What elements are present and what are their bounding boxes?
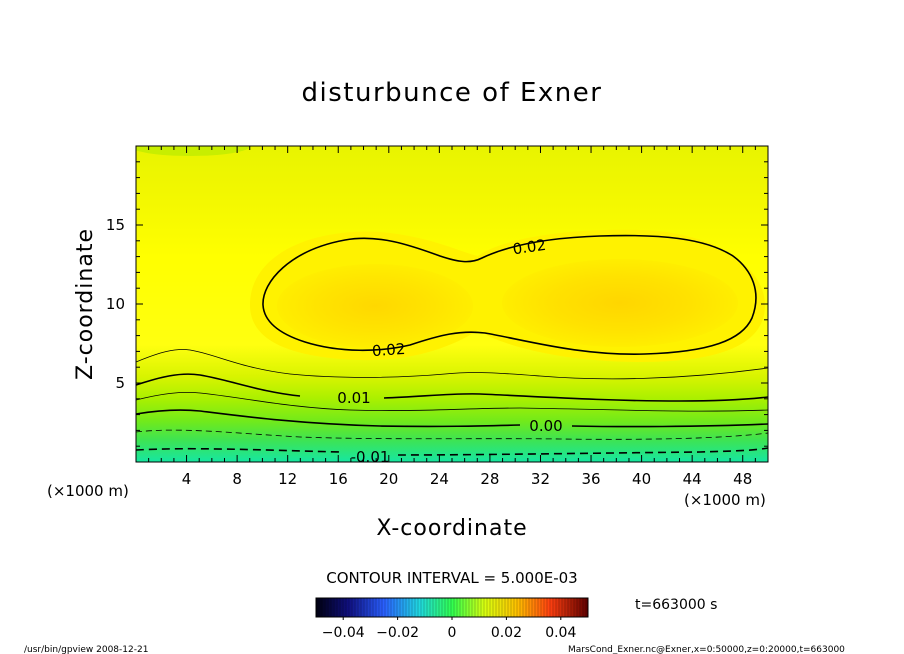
- x-axis-title: X-coordinate: [376, 516, 527, 541]
- x-tick-label: 8: [232, 470, 242, 488]
- y-axis-title: Z-coordinate: [73, 228, 98, 380]
- colorbar-tick-label: −0.02: [376, 625, 419, 641]
- contour-label-5: -0.01: [351, 448, 390, 466]
- colorbar-tick-label: 0.02: [491, 625, 522, 641]
- contour-line-minus-0.01: [136, 447, 768, 456]
- x-tick-label: 4: [182, 470, 192, 488]
- footer-right: MarsCond_Exner.nc@Exner,x=0:50000,z=0:20…: [568, 645, 845, 654]
- colorbar-tick-label: 0: [448, 625, 457, 641]
- footer-left: /usr/bin/gpview 2008-12-21: [24, 645, 148, 654]
- y-tick-label: 5: [115, 374, 125, 392]
- contour-label-1: 0.02: [512, 236, 548, 258]
- colorbar-stripes: [318, 598, 587, 617]
- contour-line-0.00: [136, 409, 768, 428]
- contour-line-0.01: [136, 373, 768, 402]
- contour-line-0.015: [136, 349, 768, 380]
- plot-area: [136, 146, 768, 462]
- x-tick-label: 32: [531, 470, 550, 488]
- x-tick-label: 44: [683, 470, 702, 488]
- y-axis: 5 10 15: [106, 161, 768, 447]
- x-tick-label: 48: [733, 470, 752, 488]
- x-tick-label: 40: [632, 470, 651, 488]
- x-tick-label: 28: [480, 470, 499, 488]
- x-tick-label: 36: [581, 470, 600, 488]
- contour-line-minus-0.005: [136, 429, 768, 440]
- x-tick-label: 24: [430, 470, 449, 488]
- colorbar-ticks: −0.04 −0.02 0 0.02 0.04: [322, 617, 576, 641]
- colorbar: −0.04 −0.02 0 0.02 0.04: [315, 597, 589, 641]
- x-tick-label: 12: [278, 470, 297, 488]
- contour-fill-core-left: [277, 264, 473, 348]
- chart-title: disturbunce of Exner: [302, 78, 603, 108]
- contour-label-4: 0.00: [529, 417, 562, 435]
- contour-fill-core-right: [502, 259, 738, 347]
- x-tick-label: 20: [379, 470, 398, 488]
- contour-label-3: 0.01: [337, 389, 370, 407]
- contour-lines: [136, 234, 768, 456]
- contour-labels: 0.02 0.02 0.01 0.00 -0.01: [337, 236, 562, 466]
- contour-label-2: 0.02: [371, 340, 406, 360]
- x-axis-unit-right: (×1000 m): [684, 491, 766, 509]
- colorbar-tick-label: −0.04: [322, 625, 365, 641]
- colorbar-tick-label: 0.04: [545, 625, 576, 641]
- x-tick-label: 16: [329, 470, 348, 488]
- contour-line-0.005: [136, 391, 768, 412]
- x-axis: 4 8 12 16 20 24 28 32 36 40 44 48: [148, 146, 756, 488]
- y-tick-label: 15: [106, 216, 125, 234]
- contour-fill-top-patch: [136, 146, 250, 156]
- contour-interval-text: CONTOUR INTERVAL = 5.000E-03: [326, 569, 577, 587]
- y-tick-label: 10: [106, 295, 125, 313]
- contour-line-0.02: [262, 234, 757, 355]
- time-label: t=663000 s: [635, 597, 717, 613]
- x-axis-unit-left: (×1000 m): [47, 482, 129, 500]
